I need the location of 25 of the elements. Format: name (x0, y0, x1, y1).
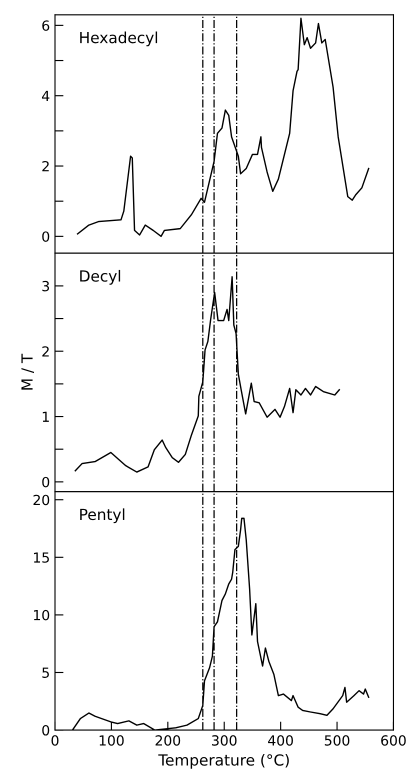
text: Hexadecyl (80, 32, 158, 46)
text: Decyl (80, 270, 120, 285)
x-tick-label: 600 (381, 735, 406, 746)
y-tick-label: 5 (42, 668, 49, 678)
y-tick-label: 20 (33, 494, 50, 506)
y-tick-label: 15 (34, 552, 49, 563)
text: Pentyl (80, 508, 124, 524)
x-axis-title: Temperature (°C) (158, 754, 289, 769)
y-tick-label: 1 (42, 412, 49, 422)
x-tick-label: 100 (100, 735, 124, 746)
y-tick-label: 6 (42, 20, 50, 31)
y-tick-label: 10 (34, 610, 50, 620)
x-tick-label: 400 (268, 735, 293, 746)
y-tick-label: 2 (42, 346, 49, 356)
y-tick-label: 2 (42, 161, 49, 172)
x-tick-label: 300 (212, 735, 237, 746)
x-tick-label: 500 (324, 735, 350, 746)
y-axis-title: M / T (21, 354, 34, 390)
y-tick-label: 0 (42, 725, 50, 736)
x-tick-label: 200 (156, 735, 180, 746)
y-tick-label: 4 (42, 90, 50, 101)
y-tick-label: 0 (42, 476, 50, 488)
y-tick-label: 0 (42, 231, 50, 242)
x-tick-label: 0 (52, 735, 58, 746)
y-tick-label: 3 (42, 280, 50, 292)
